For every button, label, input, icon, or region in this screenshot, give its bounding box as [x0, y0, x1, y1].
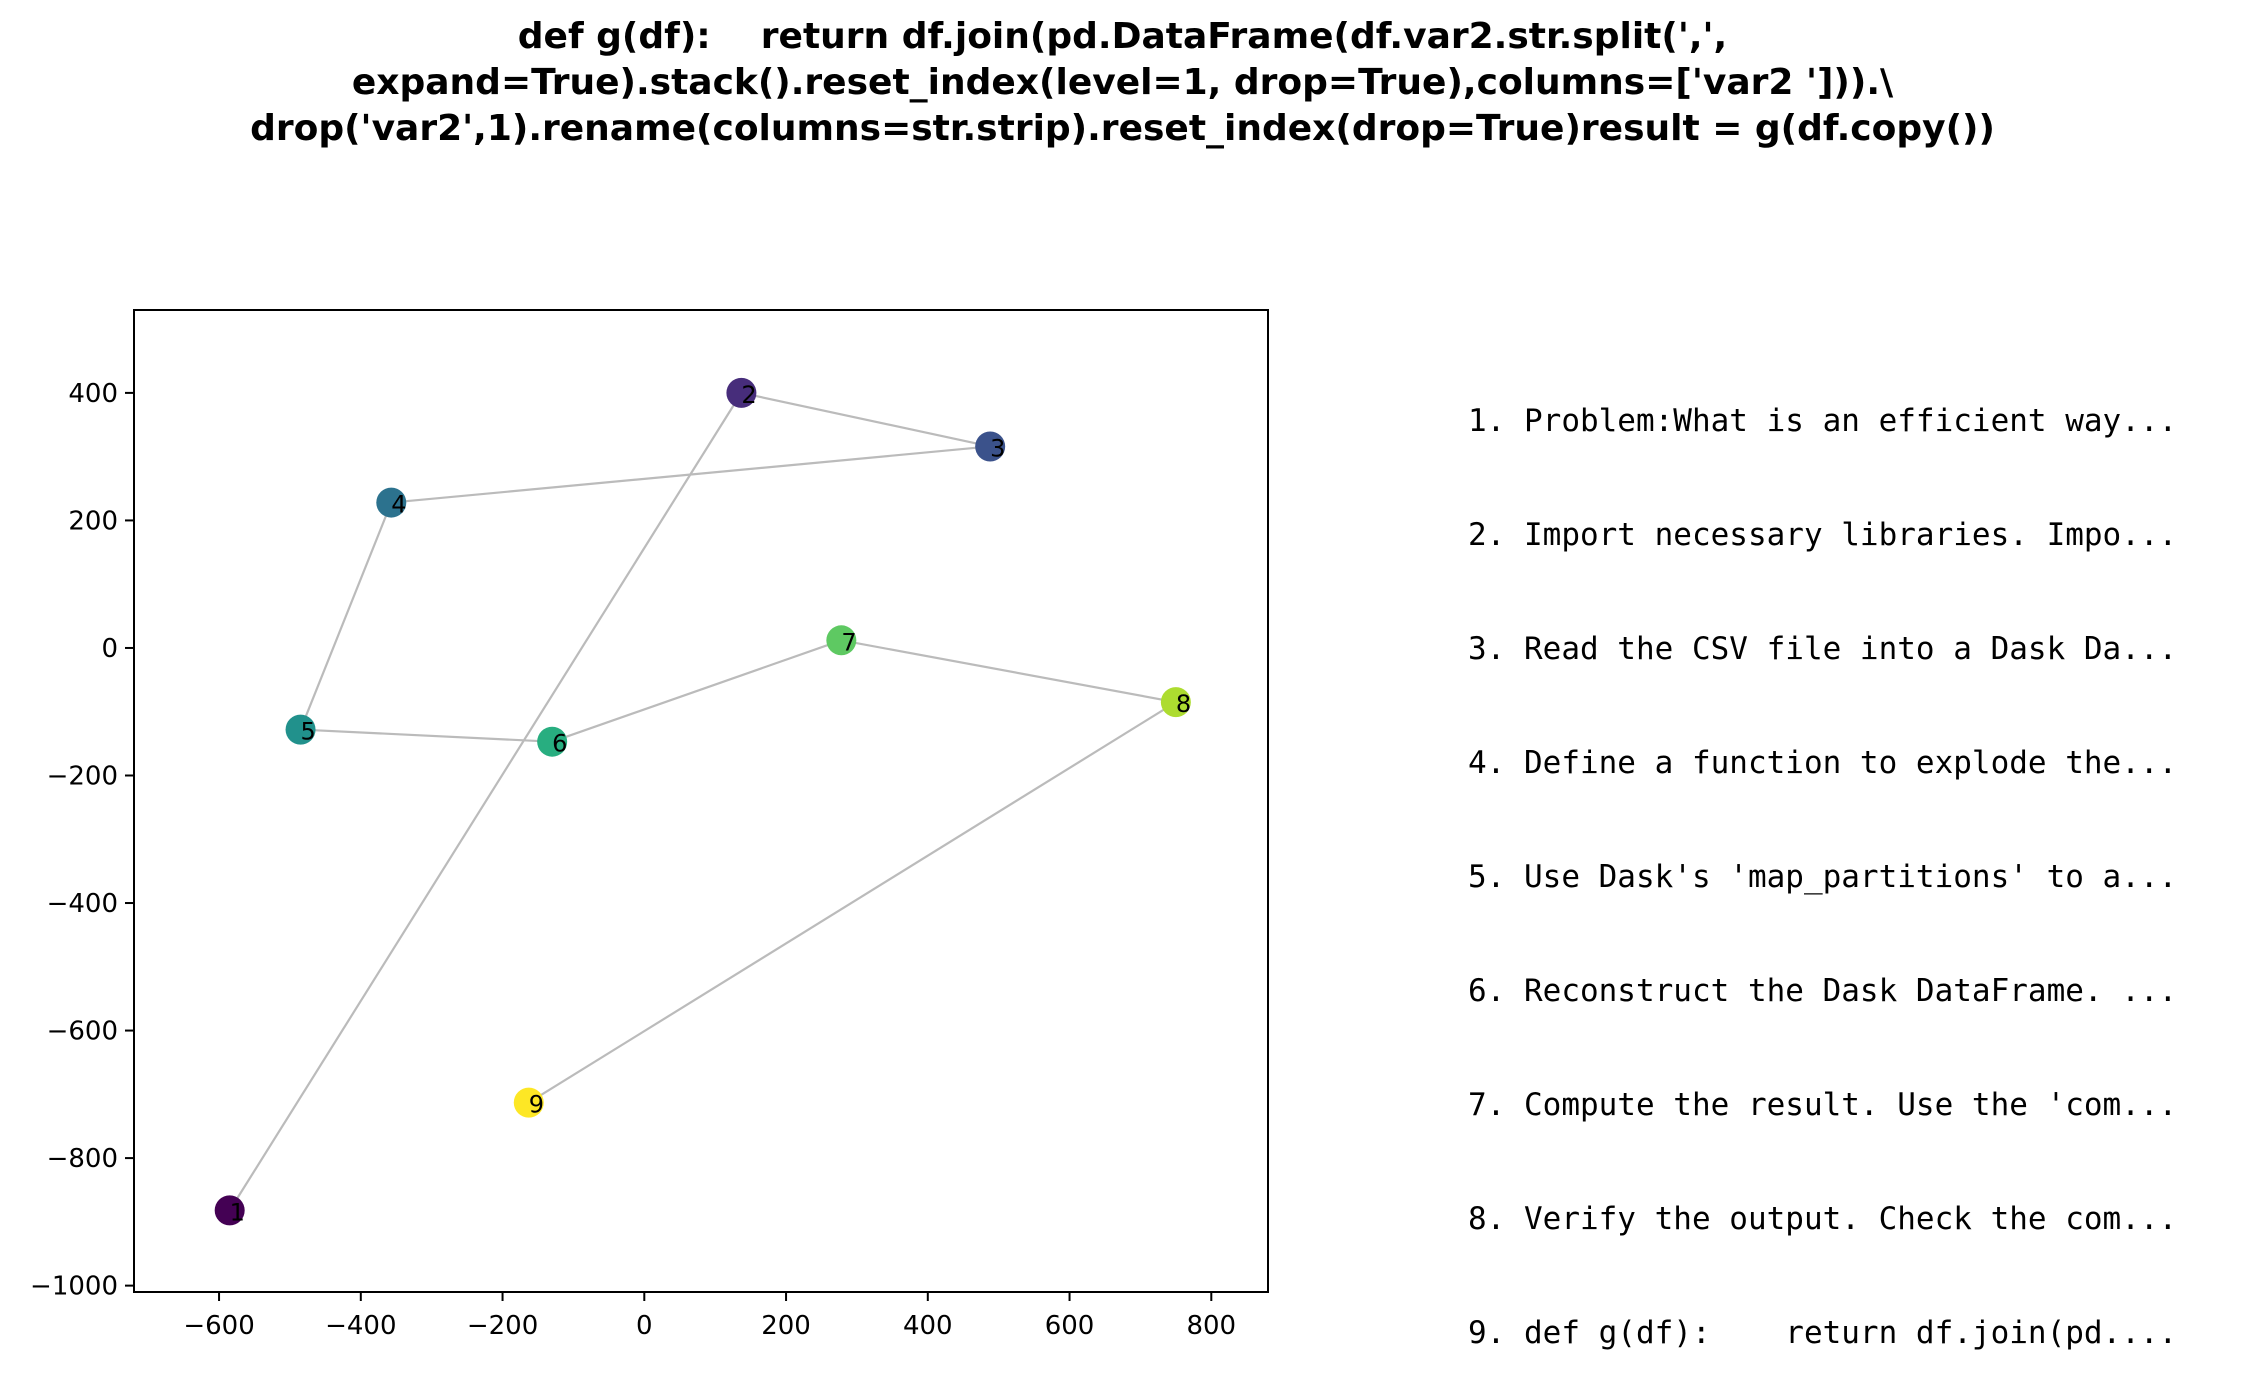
connector-line — [841, 639, 1177, 704]
point-label: 2 — [741, 381, 756, 409]
y-tick-label: −600 — [47, 1017, 118, 1047]
point-label: 1 — [230, 1198, 245, 1226]
point-label: 3 — [990, 434, 1005, 462]
chart-title-line: def g(df): return df.join(pd.DataFrame(d… — [517, 16, 1728, 57]
connector-line — [300, 728, 553, 743]
connector-line — [391, 445, 991, 504]
plot-frame — [133, 309, 1269, 1293]
data-point — [537, 726, 568, 757]
connector-lines — [228, 391, 1177, 1211]
y-tick-label: 400 — [68, 379, 118, 409]
x-tick-label: −200 — [467, 1311, 538, 1341]
data-point — [726, 377, 757, 408]
x-tick-label: −400 — [325, 1311, 396, 1341]
point-label: 6 — [552, 730, 567, 758]
connector-line — [741, 391, 991, 448]
x-tick-label: 400 — [903, 1311, 953, 1341]
x-tick-label: −600 — [183, 1311, 254, 1341]
step-item: 3. Read the CSV file into a Dask Da... — [1468, 631, 2178, 667]
data-point — [513, 1087, 544, 1118]
data-point — [214, 1195, 245, 1226]
y-tick-label: −200 — [47, 761, 118, 791]
data-point — [826, 625, 857, 656]
step-item: 7. Compute the result. Use the 'com... — [1468, 1087, 2178, 1123]
point-label: 8 — [1176, 690, 1191, 718]
data-point — [1160, 687, 1191, 718]
data-point — [975, 431, 1006, 462]
steps-legend: 1. Problem:What is an efficient way... 2… — [1468, 326, 2177, 1390]
data-point — [376, 487, 407, 518]
step-item: 8. Verify the output. Check the com... — [1468, 1201, 2178, 1237]
chart-title: def g(df): return df.join(pd.DataFrame(d… — [0, 14, 2245, 152]
x-tick-label: 0 — [636, 1311, 653, 1341]
x-axis: −600 −400 −200 0 200 400 600 800 — [183, 1292, 1236, 1341]
connector-line — [528, 701, 1177, 1104]
y-tick-label: 0 — [101, 634, 118, 664]
point-label: 5 — [301, 718, 316, 746]
step-item: 6. Reconstruct the Dask DataFrame. ... — [1468, 973, 2178, 1009]
chart-title-line: expand=True).stack().reset_index(level=1… — [351, 62, 1894, 103]
point-label: 7 — [841, 628, 856, 656]
x-tick-label: 800 — [1186, 1311, 1236, 1341]
x-tick-label: 600 — [1045, 1311, 1095, 1341]
data-points — [214, 377, 1191, 1226]
point-label: 9 — [529, 1091, 544, 1119]
y-tick-label: −400 — [47, 889, 118, 919]
point-labels: 1 2 3 4 5 6 7 8 9 — [230, 381, 1191, 1226]
scatter-chart: 1 2 3 4 5 6 7 8 9 −600 −400 −200 0 200 400 600 800 −100… — [30, 309, 1269, 1341]
connector-line — [299, 502, 393, 730]
y-tick-label: −1000 — [30, 1272, 118, 1302]
data-point — [285, 714, 316, 745]
y-axis: −1000 −800 −600 −400 −200 0 200 400 — [30, 379, 134, 1302]
connector-line — [228, 392, 743, 1211]
x-tick-label: 200 — [761, 1311, 811, 1341]
y-tick-label: −800 — [47, 1144, 118, 1174]
step-item: 9. def g(df): return df.join(pd.... — [1468, 1315, 2178, 1351]
point-label: 4 — [391, 491, 406, 519]
chart-title-line: drop('var2',1).rename(columns=str.strip)… — [250, 108, 1995, 149]
connector-line — [551, 639, 842, 743]
step-item: 5. Use Dask's 'map_partitions' to a... — [1468, 859, 2178, 895]
y-tick-label: 200 — [68, 506, 118, 536]
step-item: 2. Import necessary libraries. Impo... — [1468, 517, 2178, 553]
step-item: 1. Problem:What is an efficient way... — [1468, 403, 2178, 439]
step-item: 4. Define a function to explode the... — [1468, 745, 2178, 781]
